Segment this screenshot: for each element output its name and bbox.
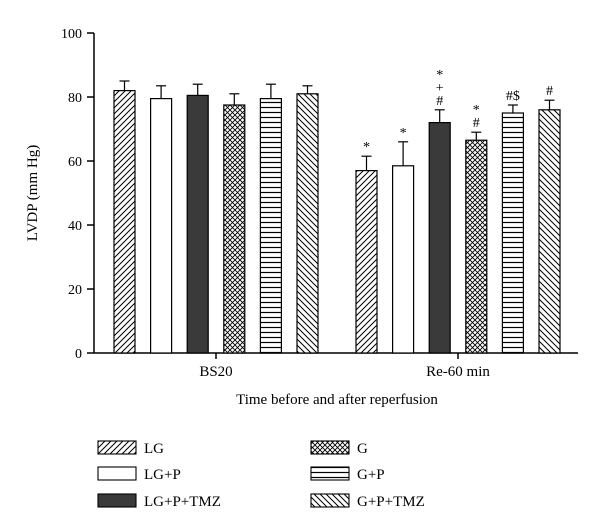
significance-marker: * bbox=[436, 68, 443, 83]
x-ticks: BS20 Re-60 min bbox=[199, 353, 490, 380]
bar bbox=[186, 94, 209, 354]
significance-marker: # bbox=[546, 84, 553, 99]
legend-swatch bbox=[310, 466, 350, 481]
legend-label: LG+P bbox=[144, 467, 181, 483]
legend-label: G bbox=[357, 441, 368, 457]
bar bbox=[113, 89, 136, 354]
bar bbox=[501, 112, 524, 354]
bar bbox=[355, 170, 378, 354]
x-tick-label: BS20 bbox=[199, 364, 232, 380]
bar bbox=[538, 109, 561, 354]
bar bbox=[465, 139, 488, 354]
legend-label: G+P bbox=[357, 467, 385, 483]
bar bbox=[150, 97, 173, 354]
y-axis-label: LVDP (mm Hg) bbox=[25, 145, 41, 241]
bar bbox=[223, 104, 246, 354]
legend-swatch bbox=[310, 493, 350, 508]
legend-swatch bbox=[97, 493, 137, 508]
significance-marker: * bbox=[400, 126, 407, 141]
y-ticks: 0 20 40 60 80 100 bbox=[61, 27, 94, 362]
significance-marker: # bbox=[436, 94, 443, 109]
legend-label: LG bbox=[144, 441, 164, 457]
x-tick-label: Re-60 min bbox=[426, 364, 490, 380]
legend-swatch bbox=[97, 440, 137, 455]
bars: ***+#*##$ # bbox=[113, 68, 561, 354]
legend-label: G+P+TMZ bbox=[357, 494, 425, 510]
significance-marker: #$ bbox=[506, 89, 520, 104]
significance-marker: # bbox=[473, 116, 480, 131]
bar bbox=[296, 93, 319, 354]
significance-marker: * bbox=[473, 103, 480, 118]
bar bbox=[428, 121, 451, 354]
y-tick-label: 60 bbox=[68, 155, 82, 170]
legend-swatch bbox=[310, 440, 350, 455]
y-tick-label: 0 bbox=[75, 347, 82, 362]
legend-swatch bbox=[97, 466, 137, 481]
y-tick-label: 80 bbox=[68, 91, 82, 106]
y-tick-label: 100 bbox=[61, 27, 82, 42]
bar bbox=[259, 97, 282, 354]
y-tick-label: 40 bbox=[68, 219, 82, 234]
significance-marker: * bbox=[363, 140, 370, 155]
x-axis-label: Time before and after reperfusion bbox=[236, 392, 438, 408]
bar bbox=[392, 165, 415, 354]
legend: LG LG+P LG+P+TMZ G G+P G+P+TMZ bbox=[97, 440, 425, 510]
y-tick-label: 20 bbox=[68, 283, 82, 298]
legend-label: LG+P+TMZ bbox=[144, 494, 221, 510]
significance-marker: + bbox=[436, 81, 444, 96]
